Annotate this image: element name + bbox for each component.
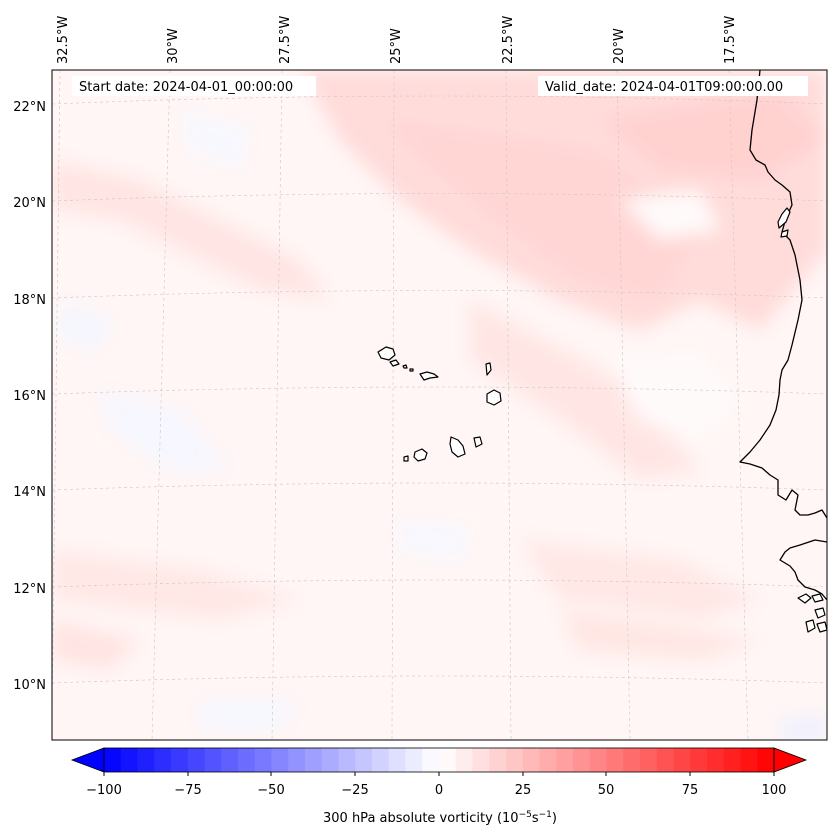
colorbar-segment [439,748,457,772]
colorbar-segment [740,748,758,772]
lon-label-32-5w: 32.5°W [56,16,71,64]
lat-label-10n: 10°N [13,678,46,693]
colorbar-tick-label: 25 [515,783,532,798]
start-date-label: Start date: 2024-04-01_00:00:00 [79,80,293,95]
colorbar-segment [589,748,608,772]
colorbar-segment [388,748,407,772]
colorbar-segment [690,748,708,772]
colorbar-segment [221,748,239,772]
colorbar-segment [137,748,155,772]
colorbar-label: 300 hPa absolute vorticity (10−5s−1) [323,810,557,826]
lon-label-27-5w: 27.5°W [278,16,293,64]
lat-label-20n: 20°N [13,196,46,211]
colorbar-ticks [103,772,775,776]
start-date-box [72,76,316,96]
colorbar-segment [506,748,524,772]
colorbar-segment [623,748,641,772]
cape-verde-islands [377,346,502,462]
colorbar-segment [556,748,574,772]
colorbar-tick-label: −100 [86,783,122,798]
colorbar-segment [707,748,725,772]
vorticity-field [52,70,827,740]
valid-date-box [538,76,808,96]
colorbar-segment [171,748,189,772]
colorbar-segment [522,748,541,772]
colorbar-segment [338,748,356,772]
colorbar-segment [606,748,624,772]
colorbar-segment [288,748,306,772]
colorbar-segment [238,748,256,772]
lon-label-22-5w: 22.5°W [501,16,516,64]
colorbar-segment [656,748,675,772]
colorbar-segment [422,748,440,772]
colorbar-segment [640,748,658,772]
lon-label-17-5w: 17.5°W [723,16,738,64]
colorbar-segment [204,748,222,772]
colorbar-segment [154,748,172,772]
colorbar-tick-label: 100 [762,783,787,798]
colorbar-segment [372,748,390,772]
colorbar-tick-label: −50 [257,783,284,798]
africa-coastline [739,70,827,519]
colorbar-tick-label: −75 [174,783,201,798]
colorbar-segment [305,748,323,772]
colorbar [104,748,775,772]
colorbar-segment [472,748,490,772]
lat-label-16n: 16°N [13,389,46,404]
colorbar-segment [455,748,474,772]
colorbar-segment [271,748,289,772]
colorbar-segment [187,748,206,772]
colorbar-tick-label: 0 [435,783,443,798]
colorbar-segment [573,748,591,772]
colorbar-segment [104,748,122,772]
colorbar-segment [321,748,340,772]
colorbar-tick-label: 50 [598,783,615,798]
lat-label-12n: 12°N [13,582,46,597]
colorbar-segment [254,748,273,772]
colorbar-tick-label: 75 [682,783,699,798]
lat-label-14n: 14°N [13,485,46,500]
colorbar-segment [723,748,742,772]
colorbar-segment [355,748,373,772]
colorbar-segment [120,748,139,772]
colorbar-max-arrow [773,747,808,773]
colorbar-segment [673,748,691,772]
colorbar-segment [539,748,557,772]
colorbar-tick-label: −25 [341,783,368,798]
lat-label-18n: 18°N [13,293,46,308]
colorbar-segment [489,748,507,772]
lon-label-25w: 25°W [389,28,404,64]
lat-label-22n: 22°N [13,100,46,115]
lon-label-20w: 20°W [612,28,627,64]
colorbar-min-arrow [70,747,105,773]
colorbar-segment [405,748,423,772]
colorbar-segment [757,748,775,772]
lon-label-30w: 30°W [166,28,181,64]
valid-date-label: Valid_date: 2024-04-01T09:00:00.00 [545,80,783,95]
